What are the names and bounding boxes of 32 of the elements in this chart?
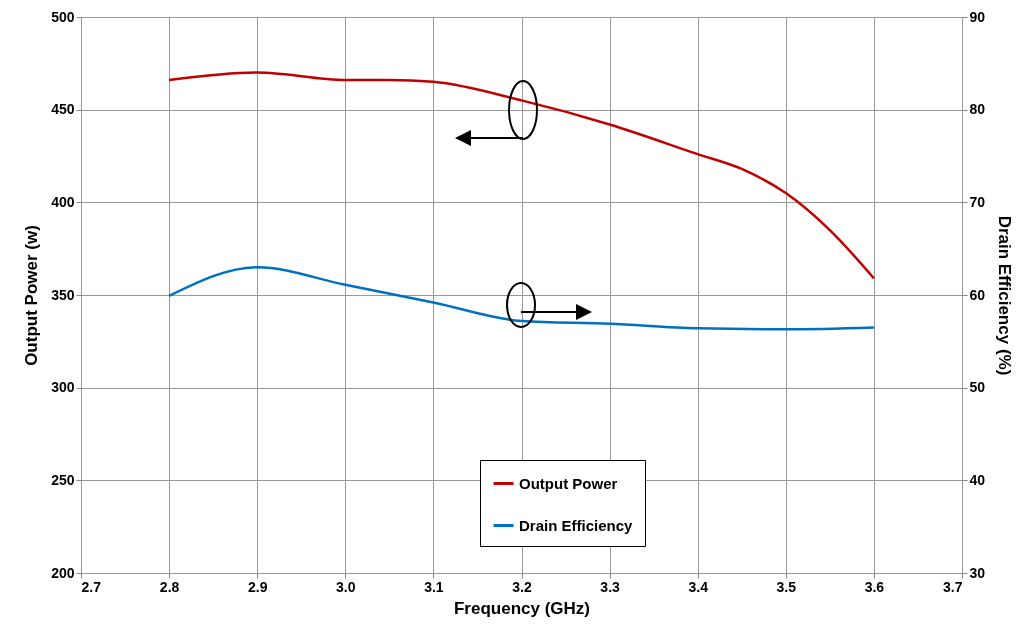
y-tick-label: 250: [51, 471, 75, 488]
x-tick-label: 2.8: [159, 578, 180, 595]
x-tick-label: 3.6: [864, 578, 885, 595]
y-tick-label: 500: [51, 8, 75, 25]
x-tick-label: 2.7: [81, 578, 102, 595]
x-tick-label: 3.7: [943, 578, 963, 595]
x-tick-label: 3.2: [512, 578, 532, 595]
y2-tick-label: 90: [969, 8, 986, 25]
y2-tick-label: 70: [969, 193, 986, 210]
y2-tick-label: 40: [969, 471, 986, 488]
x-tick-label: 3.4: [688, 578, 709, 595]
x-tick-label: 3.0: [336, 578, 356, 595]
line-series: [167, 265, 876, 331]
legend-label: Drain Efficiency: [519, 516, 634, 534]
x-tick-label: 3.5: [776, 578, 797, 595]
y2-tick-label: 30: [969, 564, 986, 581]
legend-label: Output Power: [519, 474, 618, 492]
y2-axis-title: Drain Efficiency (%): [995, 215, 1015, 376]
y-tick-label: 450: [51, 101, 75, 118]
y-axis-title: Output Power (w): [22, 225, 42, 366]
x-tick-label: 3.3: [600, 578, 621, 595]
y-tick-label: 200: [51, 564, 75, 581]
y-tick-label: 400: [51, 193, 75, 210]
y-tick-label: 300: [51, 379, 75, 396]
y2-tick-label: 60: [969, 286, 986, 303]
x-tick-label: 2.9: [247, 578, 268, 595]
line-series: [167, 71, 876, 280]
y2-tick-label: 80: [969, 101, 986, 118]
y-tick-label: 350: [51, 286, 75, 303]
x-tick-label: 3.1: [424, 578, 444, 595]
x-axis-title: Frequency (GHz): [453, 598, 591, 618]
y2-tick-label: 50: [969, 379, 986, 396]
